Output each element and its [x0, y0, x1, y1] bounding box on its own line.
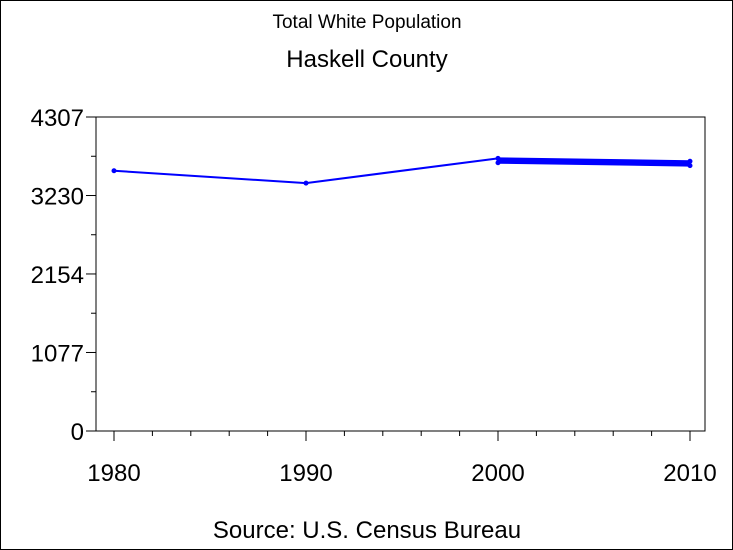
series-layer: [111, 155, 693, 186]
y-axis: 0 1077 2154 3230 4307: [31, 105, 96, 446]
data-point: [111, 168, 117, 174]
y-tick-label: 4307: [31, 105, 84, 132]
x-tick-label: 2010: [663, 460, 716, 487]
source-note: Source: U.S. Census Bureau: [213, 517, 521, 544]
y-tick-label: 2154: [31, 262, 84, 289]
chart-subtitle: Haskell County: [286, 46, 447, 73]
x-tick-label: 2000: [471, 460, 524, 487]
data-point: [303, 180, 309, 186]
x-axis: 1980 1990 2000 2010: [87, 431, 717, 487]
series-band: [497, 157, 691, 167]
x-tick-label: 1980: [87, 460, 140, 487]
y-tick-label: 3230: [31, 184, 84, 211]
x-tick-label: 1990: [279, 460, 332, 487]
chart-title: Total White Population: [272, 12, 461, 33]
y-tick-label: 1077: [31, 340, 84, 367]
y-tick-label: 0: [71, 419, 84, 446]
